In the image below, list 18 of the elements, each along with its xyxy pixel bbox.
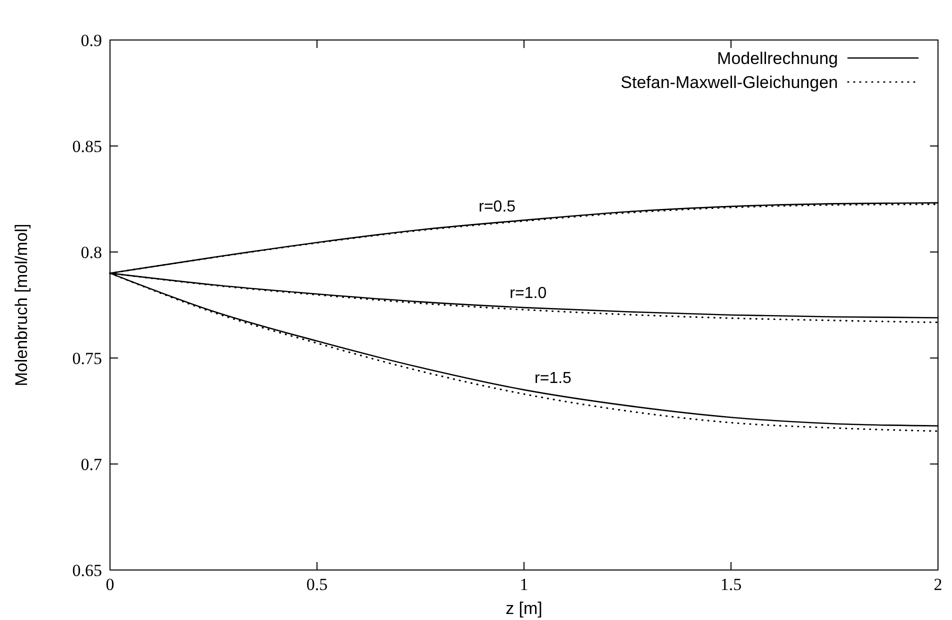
annotation: r=0.5 [478, 198, 516, 216]
y-tick-label: 0.85 [72, 136, 102, 156]
legend-label: Stefan-Maxwell-Gleichungen [620, 72, 838, 92]
y-tick-label: 0.65 [72, 560, 102, 580]
x-tick-label: 2 [934, 575, 942, 594]
y-tick-label: 0.75 [72, 348, 102, 368]
y-tick-label: 0.7 [80, 454, 102, 474]
annotation: r=1.0 [510, 284, 547, 302]
annotation: r=1.5 [534, 370, 572, 387]
x-tick-label: 1 [520, 575, 528, 594]
x-tick-label: 1.5 [720, 575, 742, 594]
y-tick-label: 0.8 [80, 242, 102, 262]
x-axis-title: z [m] [506, 599, 542, 618]
y-tick-label: 0.9 [80, 30, 102, 50]
legend-label: Modellrechnung [717, 48, 838, 68]
y-axis-title: Molenbruch [mol/mol] [12, 224, 31, 386]
x-tick-label: 0 [106, 575, 114, 594]
x-tick-label: 0.5 [306, 575, 328, 594]
